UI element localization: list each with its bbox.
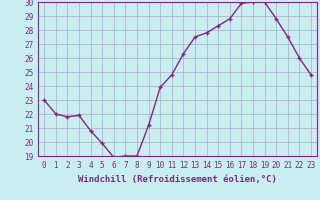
X-axis label: Windchill (Refroidissement éolien,°C): Windchill (Refroidissement éolien,°C) — [78, 175, 277, 184]
